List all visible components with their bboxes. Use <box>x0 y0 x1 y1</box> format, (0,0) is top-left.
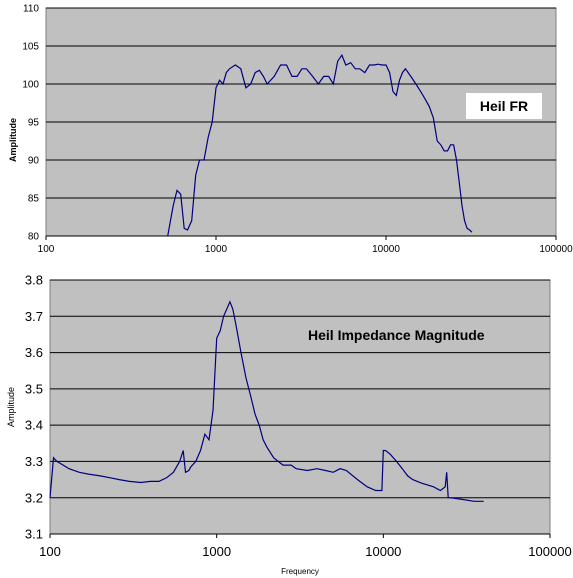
y-axis-label: Amplitude <box>8 118 18 162</box>
x-tick-labels: 100 1000 10000 100000 <box>39 544 572 559</box>
series-line <box>167 53 473 237</box>
y-tick-label: 3.4 <box>25 418 43 433</box>
y-tick-label: 3.7 <box>25 309 43 324</box>
y-tick-label: 100 <box>22 80 39 91</box>
grid-lines <box>46 7 556 237</box>
x-tick-label: 10000 <box>365 544 401 559</box>
y-tick-label: 80 <box>28 232 40 243</box>
y-tick-label: 90 <box>28 156 40 167</box>
y-tick-label: 3.2 <box>25 490 43 505</box>
plot-area <box>49 279 551 535</box>
y-tick-label: 3.8 <box>25 273 43 288</box>
y-tick-label: 105 <box>22 42 39 53</box>
chart-frequency-response: 80 85 90 95 100 105 110 100 1000 10000 100000 Hei… <box>8 4 573 256</box>
y-tick-label: 95 <box>28 118 40 129</box>
y-axis-label: Amplitude <box>6 387 16 427</box>
chart-impedance-magnitude: 3.13.23.33.43.53.63.73.8 100 1000 10000 100… <box>6 273 572 576</box>
y-tick-labels: 3.1 3.2 3.3 3.4 3.5 3.6 3.7 3.8 <box>25 273 43 542</box>
x-tick-label: 100 <box>38 244 55 255</box>
x-tick-label: 1000 <box>205 244 228 255</box>
grid-lines <box>50 279 550 535</box>
y-tick-label: 3.1 <box>25 527 43 542</box>
x-tick-labels: 100 1000 10000 100000 <box>38 244 573 255</box>
x-tick-label: 100 <box>39 544 61 559</box>
chart-title: Heil Impedance Magnitude <box>308 327 485 343</box>
x-tick-label: 100000 <box>539 244 573 255</box>
series-line <box>49 300 484 502</box>
x-tick-label: 100000 <box>528 544 571 559</box>
y-tick-label: 3.3 <box>25 454 43 469</box>
y-tick-label: 110 <box>23 4 39 15</box>
x-tick-label: 10000 <box>372 244 400 255</box>
chart-title: Heil FR <box>480 98 528 114</box>
title-box <box>466 93 542 119</box>
y-tick-label: 3.6 <box>25 345 43 360</box>
x-tick-label: 1000 <box>202 544 231 559</box>
x-axis-label: Frequency <box>281 567 319 576</box>
y-tick-label: 85 <box>28 194 40 205</box>
y-tick-label: 3.5 <box>25 381 43 396</box>
y-tick-labels: 80 85 90 95 100 105 110 <box>22 4 39 243</box>
